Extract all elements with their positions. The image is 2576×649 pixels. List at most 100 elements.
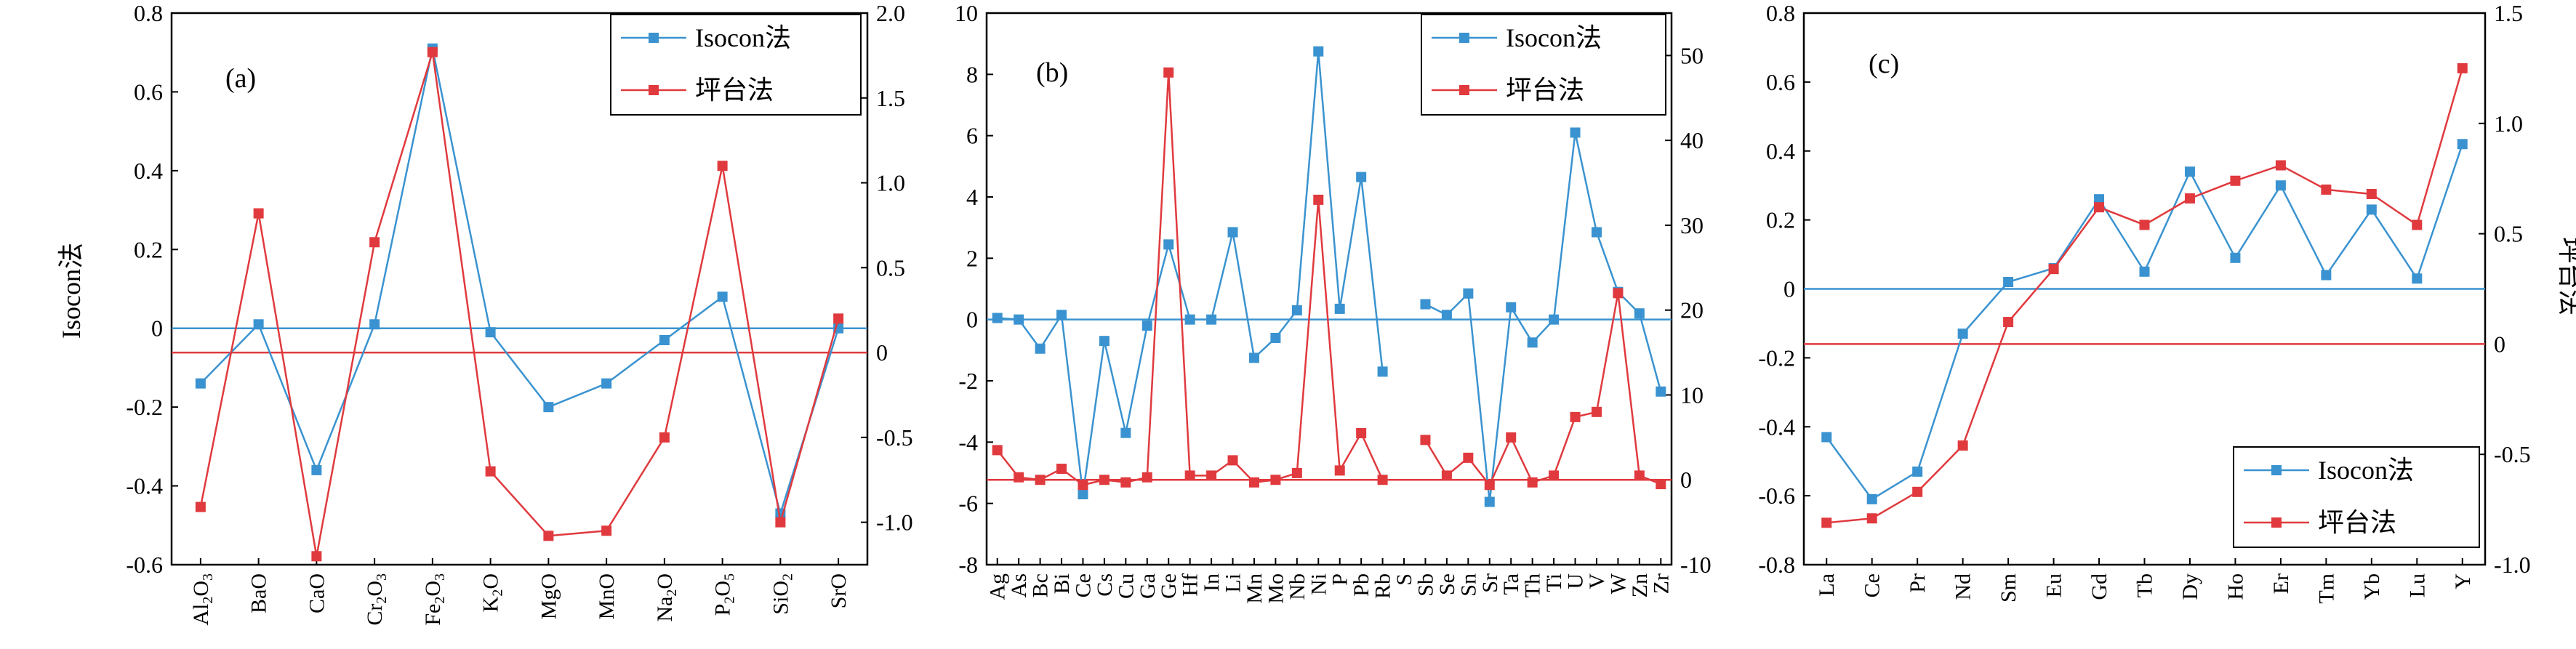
x-tick-label: K2O (479, 573, 506, 612)
data-point (1270, 332, 1281, 343)
data-point (1656, 479, 1666, 490)
legend-marker (2271, 517, 2282, 528)
x-tick-label: Ni (1307, 573, 1331, 595)
x-tick-label: Cu (1114, 573, 1138, 599)
data-point (2366, 204, 2377, 215)
legend-box (2233, 446, 2480, 548)
data-point (1957, 328, 1968, 339)
data-point (485, 327, 496, 338)
data-point (1356, 428, 1367, 439)
data-point (1078, 489, 1088, 500)
x-axis: La Ce Pr Nd Sm Eu Gd Tb Dy Ho Er Tm Yb Lu Y (1815, 558, 2475, 604)
data-point (1163, 239, 1174, 250)
data-point (1634, 470, 1645, 481)
legend-box (1421, 14, 1666, 116)
data-point (1527, 337, 1538, 348)
data-point (543, 531, 554, 541)
plot-frame (170, 12, 869, 566)
x-tick-label: U (1564, 573, 1588, 589)
x-tick-label: SiO2 (769, 573, 795, 615)
data-point (2139, 219, 2150, 230)
y-right-tick-label: 0.5 (2494, 221, 2523, 247)
y-left-tick-label: -0.6 (126, 552, 163, 578)
x-tick-label: Sb (1413, 573, 1437, 597)
data-point (369, 319, 380, 330)
x-tick-label: Sn (1456, 573, 1480, 597)
data-point (659, 334, 670, 345)
data-point (2048, 264, 2059, 275)
data-point (2094, 194, 2105, 205)
x-tick-label: Ce (1861, 573, 1885, 597)
y-left-tick-label: 0.6 (134, 78, 163, 105)
data-point (1356, 172, 1367, 182)
data-point (1420, 435, 1431, 446)
series-line (1424, 293, 1661, 487)
x-tick-label: Ta (1499, 573, 1523, 595)
x-tick-label: Nb (1285, 573, 1309, 600)
x-tick-label: Ga (1136, 573, 1160, 599)
y-right-tick-label: 2.0 (876, 0, 905, 26)
x-tick-label: Ho (2223, 573, 2247, 600)
label-part: O (711, 581, 735, 597)
y-left-tick-label: 0.2 (1766, 207, 1795, 233)
data-point (992, 445, 1003, 456)
data-point (1035, 343, 1046, 354)
x-tick-label: Y (2451, 573, 2475, 589)
x-tick-label: P2O5 (711, 573, 738, 616)
y-right-tick-label: -1.0 (876, 509, 913, 536)
y-left-tick-label: -8 (958, 552, 978, 578)
y-left-tick-label: 8 (966, 61, 978, 87)
data-point (1821, 517, 1832, 528)
legend-label: 坪台法 (1506, 76, 1584, 105)
data-point (717, 161, 728, 172)
label-part: O (421, 581, 445, 597)
data-point (1035, 475, 1046, 485)
y-left-tick-label: -2 (958, 368, 978, 394)
y-right-tick-label: 0 (2494, 331, 2505, 357)
data-point (1377, 366, 1388, 377)
legend-label: 坪台法 (695, 76, 774, 105)
label-part: Fe (421, 604, 445, 626)
data-point (2139, 266, 2150, 277)
data-point (1957, 440, 1968, 451)
y-left-tick-label: 0 (151, 315, 163, 342)
data-point (195, 501, 206, 512)
data-point (2366, 188, 2377, 199)
x-tick-label: Ce (1071, 573, 1095, 597)
series-pingtai (195, 47, 844, 562)
x-tick-label: Lu (2405, 573, 2429, 597)
x-tick-label: Eu (2042, 573, 2066, 597)
data-point (1291, 305, 1302, 316)
y-left-tick-label: 4 (966, 184, 978, 210)
x-tick-label: Ge (1157, 573, 1181, 599)
y-right-tick-label: -1.0 (2494, 552, 2531, 578)
data-point (1078, 480, 1088, 491)
y-right-tick-label: 20 (1680, 297, 1704, 323)
data-point (1912, 486, 1923, 497)
x-tick-label: Bc (1029, 573, 1053, 597)
x-tick-label: Sm (1997, 573, 2021, 602)
series-line (199, 52, 840, 557)
legend-box (610, 14, 862, 116)
y-right-tick-label: 1.5 (2494, 0, 2523, 26)
subscript: 3 (432, 573, 448, 581)
y-left-tick-label: -0.2 (1758, 344, 1795, 371)
x-tick-label: Gd (2087, 573, 2111, 600)
y-left-tick-label: 2 (966, 245, 978, 271)
y-left-tick-label: -0.4 (126, 473, 163, 499)
data-point (1334, 303, 1345, 314)
x-tick-label: Th (1521, 573, 1545, 597)
y-axis-right: 1.5 1.0 0.5 0 -0.5 -1.0 (2479, 0, 2531, 578)
label-part: P (711, 604, 735, 616)
data-point (1206, 470, 1217, 481)
data-point (1656, 386, 1666, 397)
series-isocon (992, 46, 1666, 507)
x-tick-label: Pb (1349, 573, 1373, 597)
subscript: 2 (432, 597, 448, 604)
y-left-tick-label: 0 (966, 307, 978, 333)
subscript: 5 (722, 573, 738, 581)
data-point (601, 378, 612, 389)
subscript: 2 (664, 589, 680, 597)
y-right-tick-label: -10 (1680, 552, 1712, 578)
